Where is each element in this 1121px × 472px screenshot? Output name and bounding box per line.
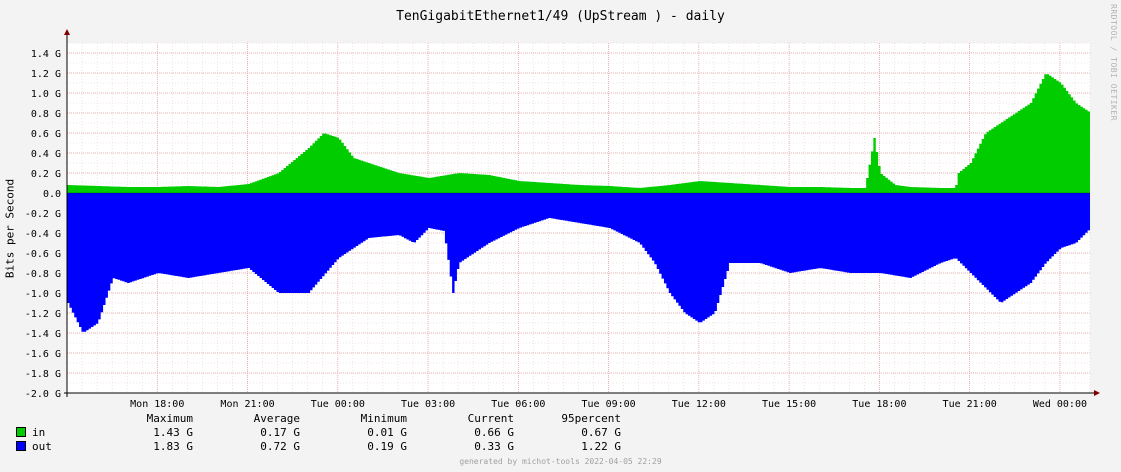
x-tick-label: Tue 06:00 [491, 399, 545, 410]
legend-header-average: Average [253, 412, 300, 425]
legend-label-in: in [32, 426, 46, 439]
series-area-out [67, 193, 1090, 332]
series-in [67, 74, 1090, 193]
out-current: 0.33 G [474, 440, 514, 453]
rrdtool-credit: RRDTOOL / TOBI OETIKER [1109, 4, 1118, 121]
tick-labels: 1.4 G 1.2 G 1.0 G 0.8 G 0.6 G 0.4 G 0.2 G 0.0 -0… [25, 49, 1087, 410]
x-tick-label: Mon 21:00 [220, 399, 274, 410]
y-tick-label: -0.4 G [25, 229, 61, 240]
in-maximum: 1.43 G [153, 426, 193, 439]
axes [64, 29, 1100, 397]
y-tick-label: -1.2 G [25, 309, 61, 320]
series-layer [67, 74, 1090, 332]
out-average: 0.72 G [260, 440, 300, 453]
chart-title: TenGigabitEthernet1/49 (UpStream ) - dai… [396, 9, 725, 24]
in-minimum: 0.01 G [367, 426, 407, 439]
out-95percent: 1.22 G [581, 440, 621, 453]
y-tick-label: -1.4 G [25, 329, 61, 340]
y-tick-label: -0.6 G [25, 249, 61, 260]
x-tick-label: Tue 00:00 [311, 399, 365, 410]
x-tick-label: Tue 12:00 [672, 399, 726, 410]
y-tick-label: 1.0 G [31, 89, 61, 100]
y-tick-label: -0.8 G [25, 269, 61, 280]
legend-swatch-out [16, 441, 26, 451]
y-tick-label: 0.6 G [31, 129, 61, 140]
legend-header-minimum: Minimum [360, 412, 407, 425]
y-tick-label: 0.8 G [31, 109, 61, 120]
in-current: 0.66 G [474, 426, 514, 439]
y-tick-label: -1.0 G [25, 289, 61, 300]
x-tick-label: Wed 00:00 [1033, 399, 1087, 410]
y-tick-label: -0.2 G [25, 209, 61, 220]
y-tick-label: 0.2 G [31, 169, 61, 180]
in-95percent: 0.67 G [581, 426, 621, 439]
x-tick-label: Tue 18:00 [852, 399, 906, 410]
x-tick-label: Tue 21:00 [943, 399, 997, 410]
footer-credit: generated by michot-tools 2022-04-05 22:… [459, 457, 662, 466]
y-tick-label: 1.2 G [31, 69, 61, 80]
y-tick-label: -2.0 G [25, 389, 61, 400]
in-average: 0.17 G [260, 426, 300, 439]
legend-header-95percent: 95percent [561, 412, 621, 425]
x-tick-label: Tue 03:00 [401, 399, 455, 410]
series-out [67, 193, 1090, 332]
legend-in: in [16, 426, 45, 439]
y-tick-label: 0.4 G [31, 149, 61, 160]
y-tick-label: -1.8 G [25, 369, 61, 380]
legend-header-maximum: Maximum [146, 412, 193, 425]
y-tick-label: -1.6 G [25, 349, 61, 360]
y-tick-label: 1.4 G [31, 49, 61, 60]
x-tick-label: Mon 18:00 [130, 399, 184, 410]
legend-out: out [16, 440, 52, 453]
out-minimum: 0.19 G [367, 440, 407, 453]
series-area-in [67, 74, 1090, 193]
legend-swatch-in [16, 427, 26, 437]
out-maximum: 1.83 G [153, 440, 193, 453]
x-tick-label: Tue 09:00 [581, 399, 635, 410]
x-axis-arrow [1094, 390, 1100, 396]
y-tick-label: 0.0 [43, 189, 61, 200]
x-tick-label: Tue 15:00 [762, 399, 816, 410]
legend-label-out: out [32, 440, 52, 453]
y-axis-arrow [64, 29, 70, 35]
legend-header-current: Current [467, 412, 514, 425]
